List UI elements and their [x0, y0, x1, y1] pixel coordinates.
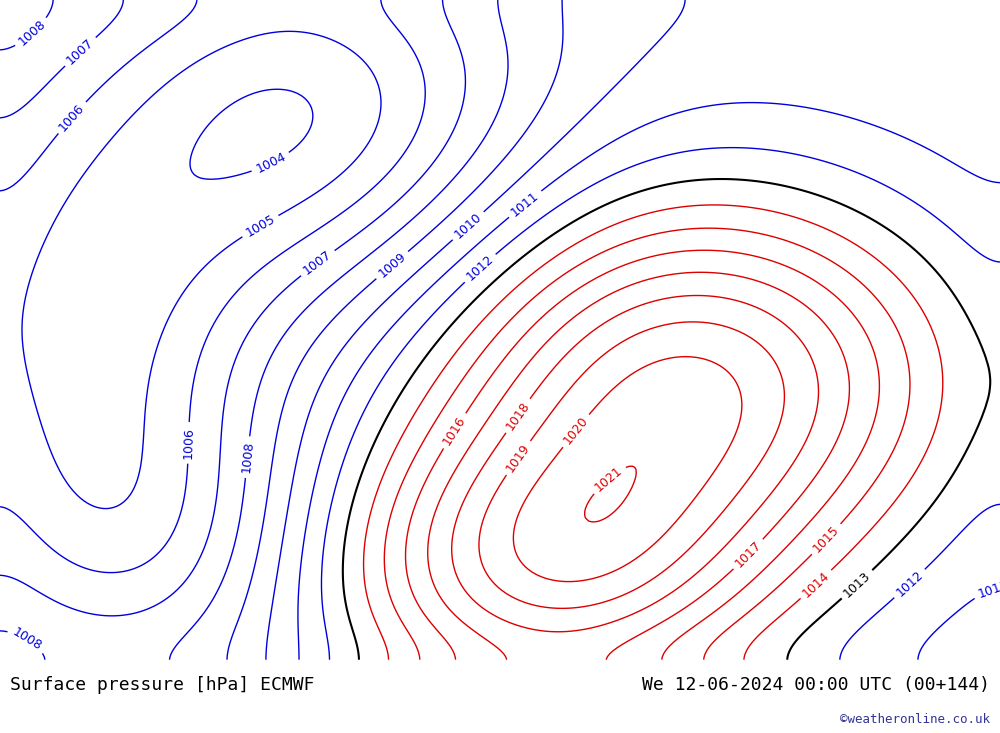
Text: Surface pressure [hPa] ECMWF: Surface pressure [hPa] ECMWF — [10, 677, 314, 694]
Text: 1007: 1007 — [64, 36, 96, 67]
Text: 1012: 1012 — [464, 253, 496, 284]
Text: 1010: 1010 — [452, 210, 484, 241]
Text: 1007: 1007 — [301, 248, 334, 278]
Text: 1014: 1014 — [800, 569, 832, 600]
Text: 1004: 1004 — [254, 150, 288, 176]
Text: 1009: 1009 — [376, 250, 408, 280]
Text: 1018: 1018 — [503, 399, 532, 432]
Text: ©weatheronline.co.uk: ©weatheronline.co.uk — [840, 712, 990, 726]
Text: 1016: 1016 — [441, 414, 468, 448]
Text: 1006: 1006 — [181, 427, 195, 459]
Text: 1008: 1008 — [10, 626, 44, 654]
Text: 1013: 1013 — [841, 569, 873, 600]
Text: 1015: 1015 — [811, 523, 842, 555]
Text: 1020: 1020 — [561, 414, 591, 447]
Text: We 12-06-2024 00:00 UTC (00+144): We 12-06-2024 00:00 UTC (00+144) — [642, 677, 990, 694]
Text: 1006: 1006 — [57, 101, 87, 133]
Text: 1012: 1012 — [894, 568, 926, 599]
Text: 1008: 1008 — [16, 18, 48, 48]
Text: 1017: 1017 — [733, 539, 764, 570]
Text: 1011: 1011 — [509, 189, 541, 219]
Text: 1011: 1011 — [976, 578, 1000, 601]
Text: 1008: 1008 — [239, 441, 256, 474]
Text: 1021: 1021 — [592, 464, 625, 494]
Text: 1019: 1019 — [504, 441, 533, 474]
Text: 1005: 1005 — [243, 213, 277, 240]
